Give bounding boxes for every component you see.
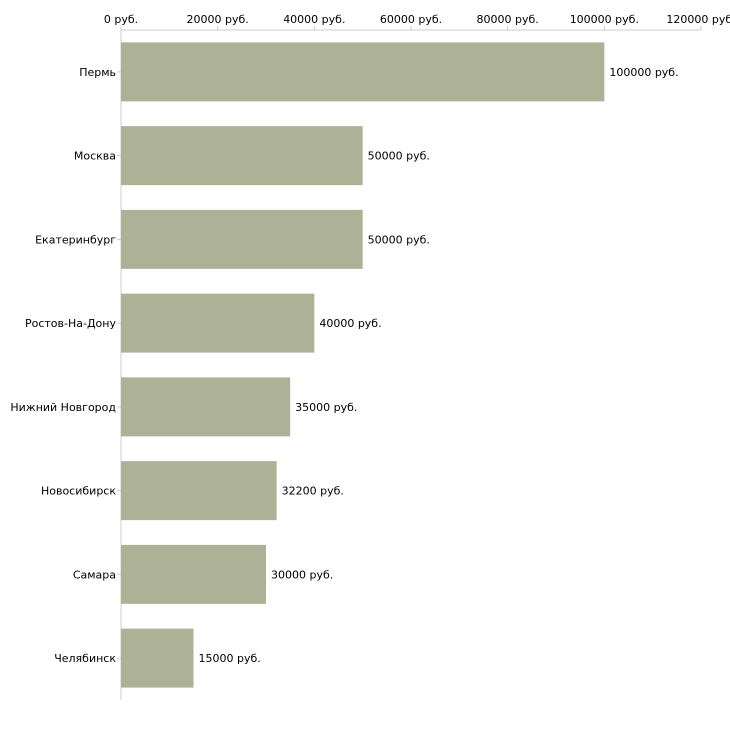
value-label: 50000 руб. bbox=[368, 150, 430, 163]
category-label: Пермь bbox=[79, 66, 116, 79]
value-label: 50000 руб. bbox=[368, 233, 430, 246]
category-label: Ростов-На-Дону bbox=[25, 317, 116, 330]
value-label: 40000 руб. bbox=[319, 317, 381, 330]
value-label: 100000 руб. bbox=[609, 66, 678, 79]
x-tick-label: 100000 руб. bbox=[570, 13, 639, 26]
category-label: Новосибирск bbox=[41, 485, 116, 498]
x-tick-label: 60000 руб. bbox=[380, 13, 442, 26]
value-label: 30000 руб. bbox=[271, 568, 333, 581]
bar bbox=[121, 209, 363, 269]
category-label: Самара bbox=[73, 568, 116, 581]
x-tick-label: 0 руб. bbox=[104, 13, 138, 26]
value-label: 35000 руб. bbox=[295, 401, 357, 414]
value-label: 32200 руб. bbox=[282, 485, 344, 498]
category-label: Екатеринбург bbox=[35, 233, 116, 246]
x-tick-label: 120000 руб. bbox=[666, 13, 730, 26]
bar bbox=[121, 42, 605, 102]
bar bbox=[121, 544, 266, 604]
bars-layer bbox=[121, 42, 605, 688]
bar bbox=[121, 293, 315, 353]
x-tick-label: 20000 руб. bbox=[187, 13, 249, 26]
bar bbox=[121, 461, 277, 521]
bar bbox=[121, 126, 363, 186]
category-label: Челябинск bbox=[54, 652, 116, 665]
bar bbox=[121, 377, 291, 437]
value-label: 15000 руб. bbox=[199, 652, 261, 665]
labels-layer: Пермь 100000 руб. Москва 50000 руб. Екатерин… bbox=[10, 66, 678, 665]
category-label: Нижний Новгород bbox=[10, 401, 116, 414]
x-tick-label: 80000 руб. bbox=[477, 13, 539, 26]
x-tick-label: 40000 руб. bbox=[283, 13, 345, 26]
bar bbox=[121, 628, 194, 688]
category-label: Москва bbox=[74, 150, 116, 163]
